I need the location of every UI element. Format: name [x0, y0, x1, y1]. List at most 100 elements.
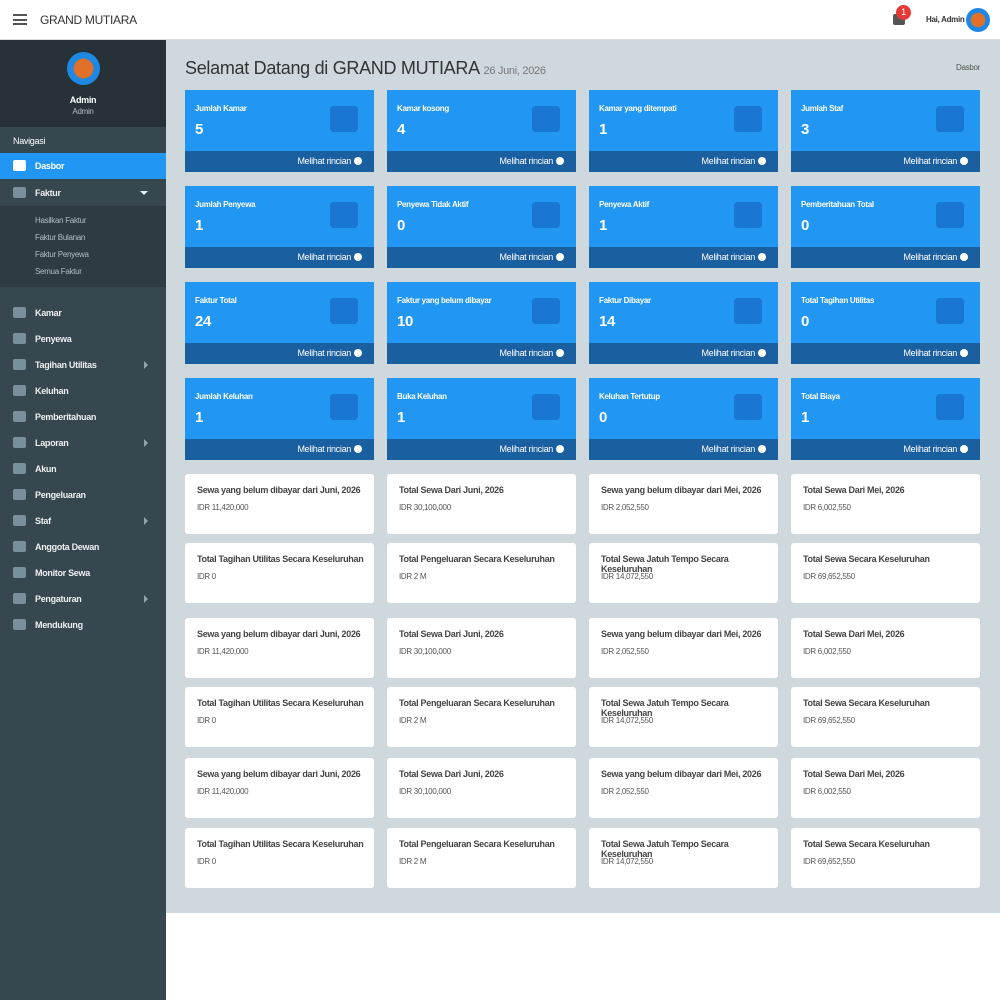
summary-title: Total Pengeluaran Secara Keseluruhan [399, 554, 555, 564]
nav-label: Pengaturan [35, 594, 82, 604]
stat-card: Faktur yang belum dibayar 10 Melihat rinci… [387, 282, 576, 364]
stat-link[interactable]: Melihat rincian [701, 348, 755, 358]
stat-card: Buka Keluhan 1 Melihat rincian [387, 378, 576, 460]
summary-card: Total Sewa Dari Mei, 2026 IDR 6,002,550 [791, 618, 980, 678]
profile-role: Admin [72, 107, 94, 116]
header: GRAND MUTIARA 1 Hai, Admin [0, 0, 1000, 40]
stat-value: 4 [397, 121, 406, 138]
stat-label: Pemberitahuan Total [801, 200, 874, 209]
nav-icon [13, 515, 26, 526]
stat-icon [936, 106, 964, 132]
stat-card: Jumlah Staf 3 Melihat rincian [791, 90, 980, 172]
greeting[interactable]: Hai, Admin [926, 15, 965, 24]
nav-icon [13, 385, 26, 396]
stat-footer[interactable]: Melihat rincian [387, 247, 576, 268]
nav-item[interactable]: Pemberitahuan [0, 404, 166, 430]
nav-item[interactable]: Keluhan [0, 378, 166, 404]
stat-card: Keluhan Tertutup 0 Melihat rincian [589, 378, 778, 460]
summary-title: Total Sewa Secara Keseluruhan [803, 554, 930, 564]
stat-footer[interactable]: Melihat rincian [589, 439, 778, 460]
summary-value: IDR 0 [197, 572, 216, 581]
submenu-item[interactable]: Faktur Penyewa [35, 250, 89, 259]
nav-label: Faktur [35, 188, 61, 198]
stat-link[interactable]: Melihat rincian [499, 156, 553, 166]
summary-value: IDR 14,072,550 [601, 572, 653, 581]
stat-link[interactable]: Melihat rincian [701, 252, 755, 262]
nav-item[interactable]: Akun [0, 456, 166, 482]
breadcrumb[interactable]: Dasbor [956, 63, 980, 72]
nav-item[interactable]: Staf [0, 508, 166, 534]
menu-toggle[interactable] [13, 14, 27, 25]
stat-link[interactable]: Melihat rincian [903, 252, 957, 262]
stat-link[interactable]: Melihat rincian [297, 348, 351, 358]
nav-arrow [144, 361, 148, 369]
nav-item[interactable]: Penyewa [0, 326, 166, 352]
nav-item[interactable]: Anggota Dewan [0, 534, 166, 560]
nav-item[interactable]: Tagihan Utilitas [0, 352, 166, 378]
nav-item[interactable]: Laporan [0, 430, 166, 456]
summary-card: Total Sewa Secara Keseluruhan IDR 69,652,… [791, 828, 980, 888]
stat-icon [734, 106, 762, 132]
user-avatar[interactable] [966, 8, 990, 32]
stat-footer[interactable]: Melihat rincian [589, 343, 778, 364]
stat-link[interactable]: Melihat rincian [499, 444, 553, 454]
nav-item[interactable]: Pengaturan [0, 586, 166, 612]
nav-label: Anggota Dewan [35, 542, 100, 552]
submenu-item[interactable]: Faktur Bulanan [35, 233, 86, 242]
link-icon [960, 253, 968, 261]
stat-link[interactable]: Melihat rincian [297, 444, 351, 454]
nav-item[interactable]: Kamar [0, 300, 166, 326]
stat-link[interactable]: Melihat rincian [903, 156, 957, 166]
submenu-item[interactable]: Semua Faktur [35, 267, 82, 276]
stat-footer[interactable]: Melihat rincian [589, 151, 778, 172]
notification-icon[interactable] [893, 14, 905, 25]
stat-footer[interactable]: Melihat rincian [185, 247, 374, 268]
summary-title: Total Pengeluaran Secara Keseluruhan [399, 698, 555, 708]
stat-footer[interactable]: Melihat rincian [791, 247, 980, 268]
summary-card: Total Sewa Dari Mei, 2026 IDR 6,002,550 [791, 758, 980, 818]
summary-title: Total Sewa Dari Mei, 2026 [803, 629, 905, 639]
summary-title: Total Sewa Dari Mei, 2026 [803, 769, 905, 779]
link-icon [556, 445, 564, 453]
nav-item[interactable]: Monitor Sewa [0, 560, 166, 586]
stat-value: 5 [195, 121, 204, 138]
submenu-item[interactable]: Hasilkan Faktur [35, 216, 87, 225]
nav-item[interactable]: Dasbor [0, 153, 166, 179]
stat-footer[interactable]: Melihat rincian [185, 343, 374, 364]
stat-link[interactable]: Melihat rincian [903, 444, 957, 454]
stat-footer[interactable]: Melihat rincian [387, 343, 576, 364]
summary-card: Total Sewa Dari Mei, 2026 IDR 6,002,550 [791, 474, 980, 534]
brand[interactable]: GRAND MUTIARA [40, 13, 137, 27]
stat-icon [734, 298, 762, 324]
nav-label: Tagihan Utilitas [35, 360, 97, 370]
summary-value: IDR 6,002,550 [803, 787, 851, 796]
stat-footer[interactable]: Melihat rincian [185, 439, 374, 460]
summary-title: Total Pengeluaran Secara Keseluruhan [399, 839, 555, 849]
stat-link[interactable]: Melihat rincian [499, 348, 553, 358]
stat-link[interactable]: Melihat rincian [499, 252, 553, 262]
stat-footer[interactable]: Melihat rincian [589, 247, 778, 268]
stat-link[interactable]: Melihat rincian [903, 348, 957, 358]
nav-item[interactable]: Faktur [0, 180, 166, 206]
stat-card: Kamar kosong 4 Melihat rincian [387, 90, 576, 172]
link-icon [556, 253, 564, 261]
stat-link[interactable]: Melihat rincian [701, 156, 755, 166]
stat-value: 1 [801, 409, 810, 426]
stat-footer[interactable]: Melihat rincian [185, 151, 374, 172]
stat-footer[interactable]: Melihat rincian [387, 151, 576, 172]
stat-footer[interactable]: Melihat rincian [387, 439, 576, 460]
stat-card: Faktur Dibayar 14 Melihat rincian [589, 282, 778, 364]
summary-card: Total Tagihan Utilitas Secara Keseluruha… [185, 687, 374, 747]
nav-item[interactable]: Mendukung [0, 612, 166, 638]
stat-link[interactable]: Melihat rincian [701, 444, 755, 454]
summary-title: Sewa yang belum dibayar dari Mei, 2026 [601, 769, 762, 779]
stat-footer[interactable]: Melihat rincian [791, 151, 980, 172]
nav-arrow [144, 439, 148, 447]
summary-card: Sewa yang belum dibayar dari Mei, 2026 ID… [589, 474, 778, 534]
nav-item[interactable]: Pengeluaran [0, 482, 166, 508]
stat-footer[interactable]: Melihat rincian [791, 343, 980, 364]
stat-link[interactable]: Melihat rincian [297, 252, 351, 262]
stat-link[interactable]: Melihat rincian [297, 156, 351, 166]
stat-footer[interactable]: Melihat rincian [791, 439, 980, 460]
summary-value: IDR 30,100,000 [399, 647, 451, 656]
